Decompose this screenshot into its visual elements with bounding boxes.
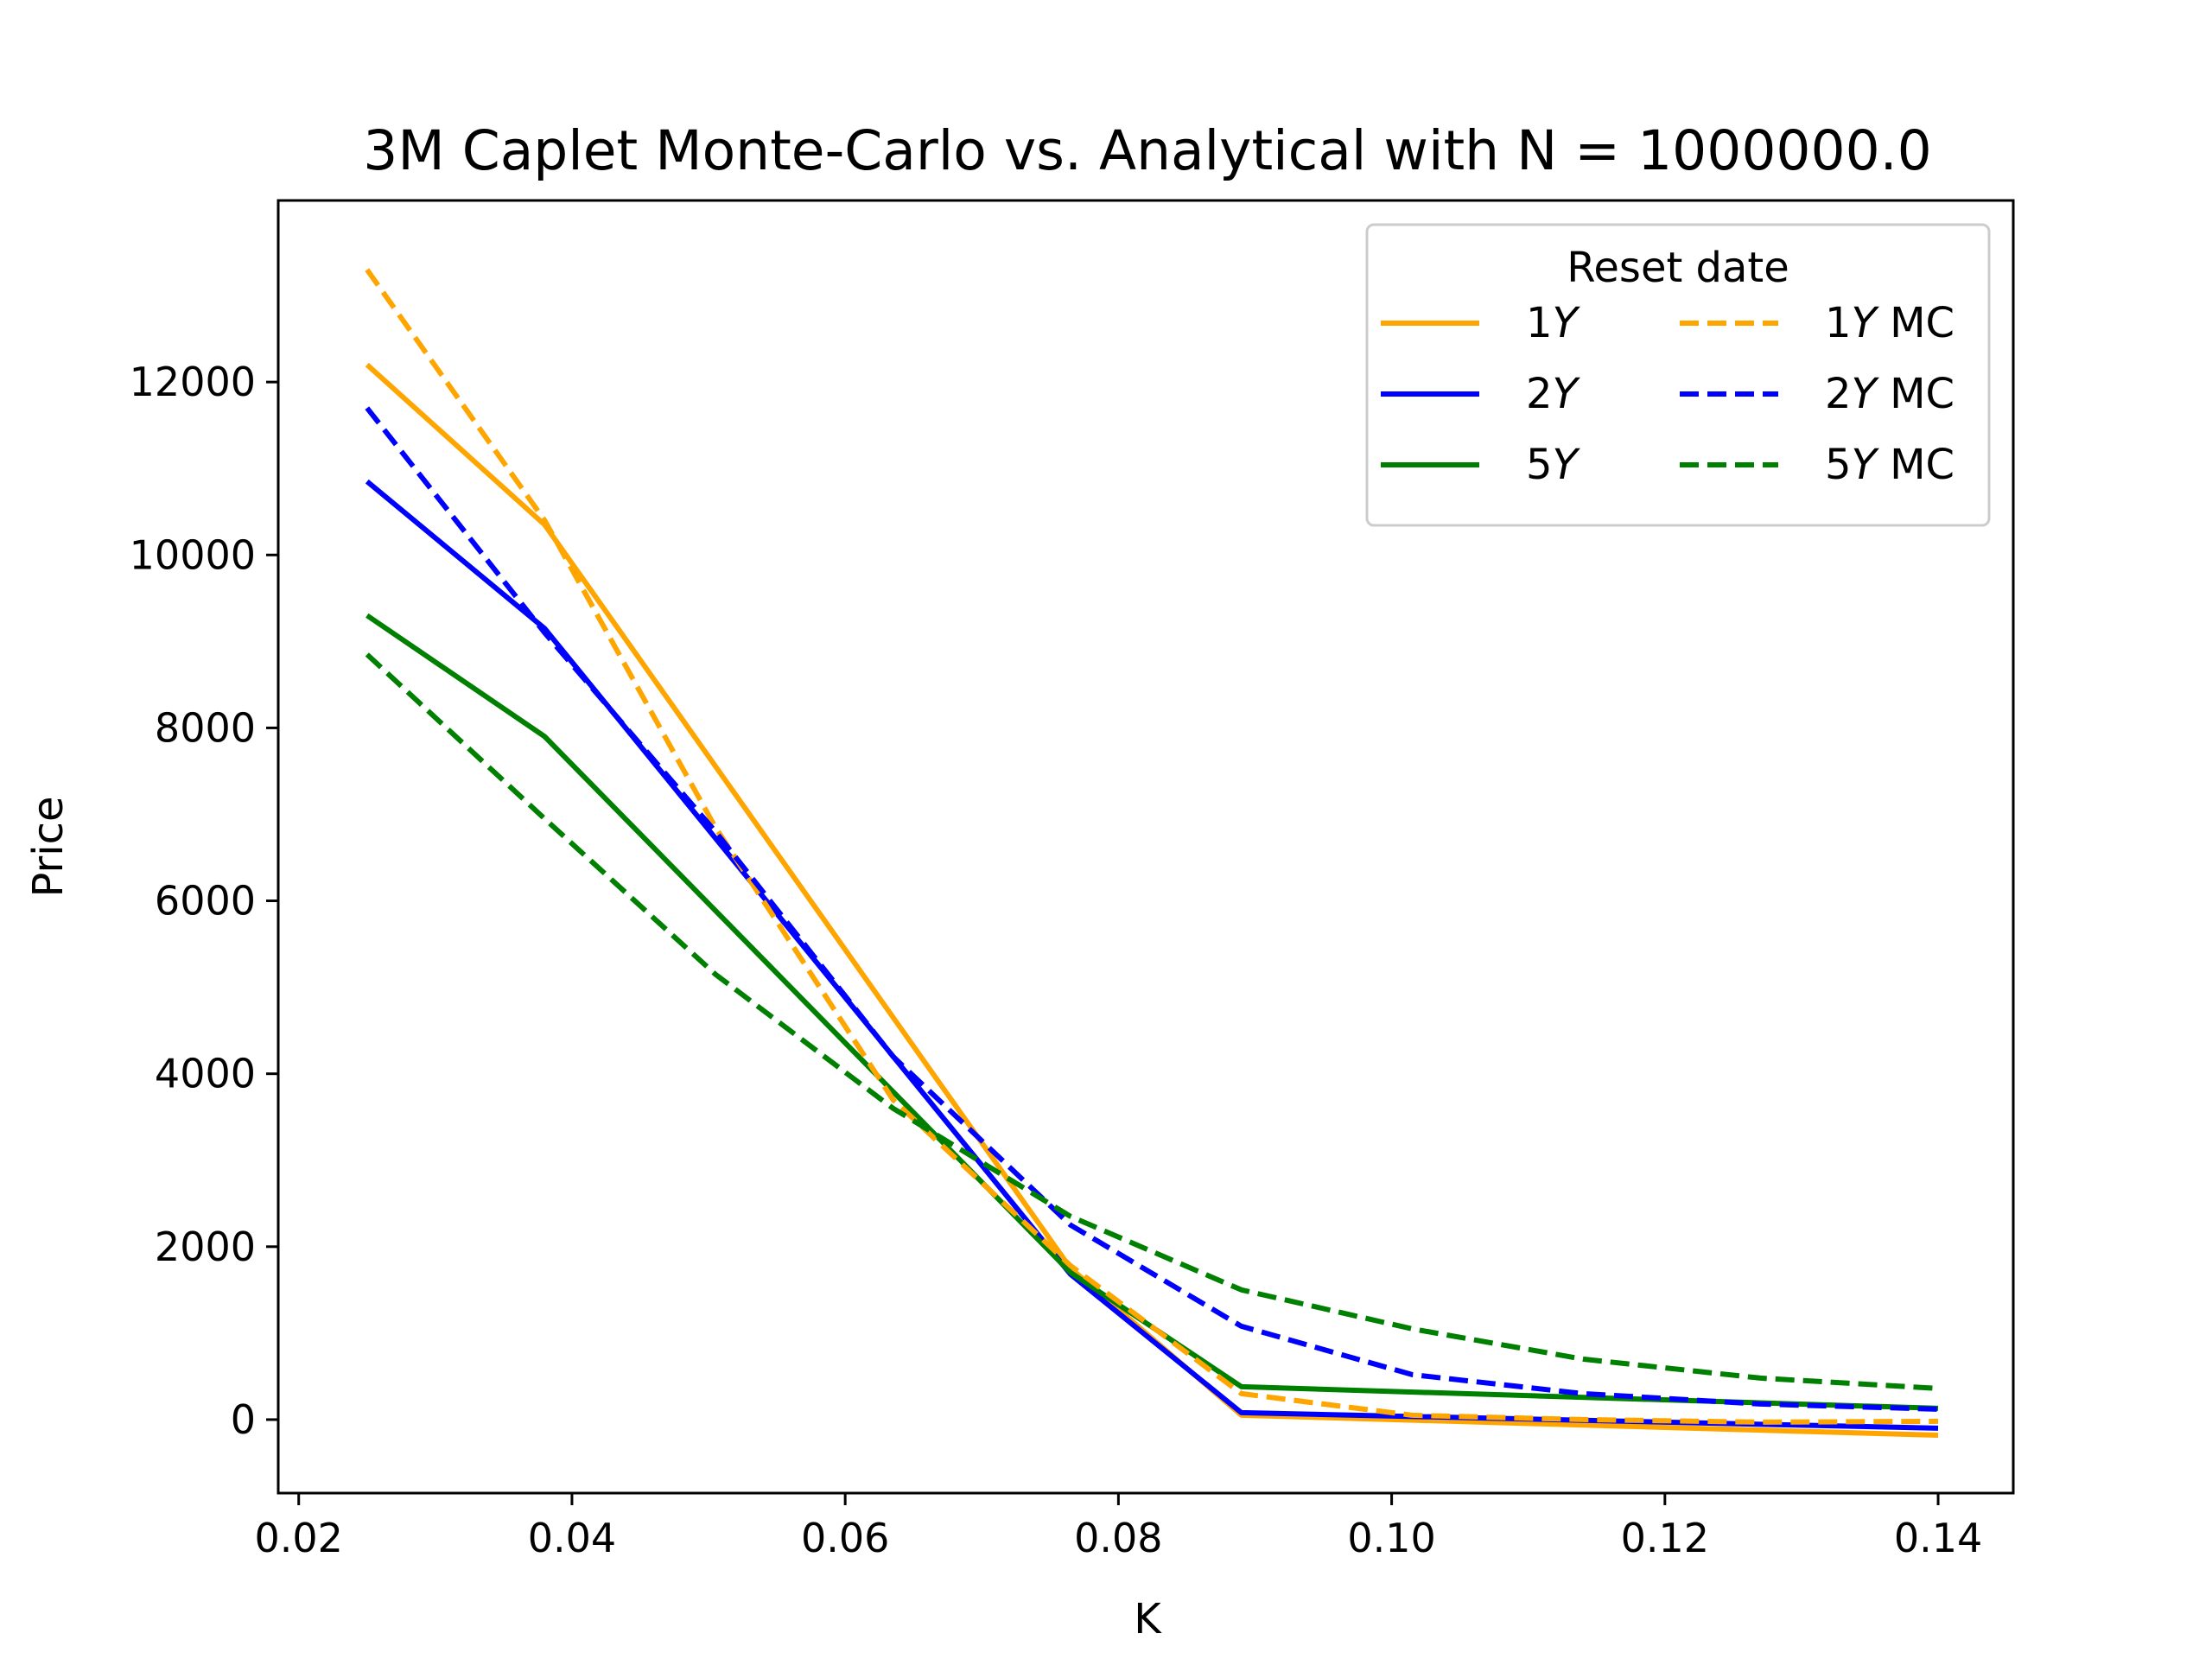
y-tick-label: 6000	[155, 878, 256, 925]
x-tick-label: 0.08	[1074, 1515, 1162, 1561]
y-tick-label: 2000	[155, 1224, 256, 1270]
y-tick-label: 4000	[155, 1051, 256, 1097]
legend-label-1y: 1Y	[1526, 299, 1581, 347]
legend-label-5y: 5Y	[1526, 441, 1581, 489]
y-tick-label: 8000	[155, 704, 256, 751]
x-tick-label: 0.12	[1621, 1515, 1709, 1561]
legend-frame	[1365, 223, 1991, 527]
chart-title: 3M Caplet Monte-Carlo vs. Analytical wit…	[363, 119, 1932, 182]
legend-label-5y-mc: 5Y MC	[1825, 441, 1955, 489]
series-line-2y-mc	[365, 406, 1939, 1412]
x-tick-label: 0.04	[528, 1515, 616, 1561]
legend-items: 1Y 2Y 5Y 1Y MC 2Y MC 5Y MC	[1381, 299, 1955, 489]
x-tick-label: 0.10	[1347, 1515, 1435, 1561]
legend-label-2y: 2Y	[1526, 370, 1581, 418]
x-tick-label: 0.14	[1894, 1515, 1982, 1561]
x-axis-label: K	[1134, 1595, 1162, 1643]
legend: Reset date 1Y 2Y 5Y 1Y MC 2Y MC 5Y MC	[1365, 223, 1991, 527]
y-tick-label: 0	[231, 1396, 256, 1443]
y-axis: 0 2000 4000 6000 8000 10000 12000	[130, 359, 278, 1443]
legend-title: Reset date	[1567, 244, 1789, 292]
series-line-5y	[365, 613, 1939, 1411]
x-tick-label: 0.06	[801, 1515, 889, 1561]
y-tick-label: 10000	[130, 531, 256, 578]
series-line-1y-mc	[365, 268, 1939, 1425]
series-line-5y-mc	[365, 652, 1939, 1391]
legend-label-2y-mc: 2Y MC	[1825, 370, 1955, 418]
legend-label-1y-mc: 1Y MC	[1825, 299, 1955, 347]
y-axis-label: Price	[24, 796, 73, 897]
plot-frame	[276, 199, 2015, 1495]
x-tick-label: 0.02	[255, 1515, 343, 1561]
series-layer	[365, 268, 1939, 1438]
y-tick-label: 12000	[130, 359, 256, 405]
x-axis: 0.02 0.04 0.06 0.08 0.10 0.12 0.14	[255, 1493, 1982, 1561]
